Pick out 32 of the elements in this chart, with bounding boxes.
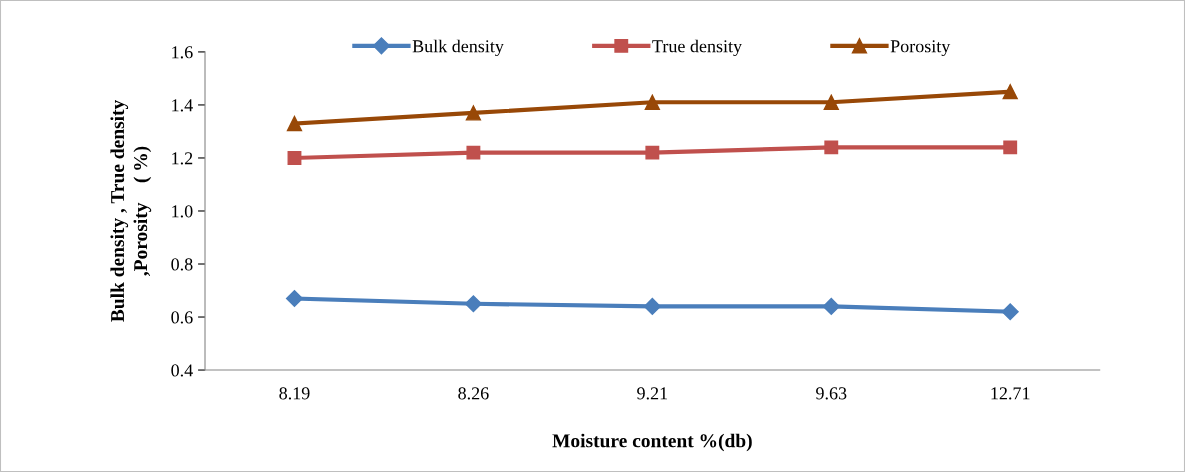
point xyxy=(286,115,303,132)
legend-label: Porosity xyxy=(890,40,951,57)
point xyxy=(823,94,839,110)
x-tick-label: 8.26 xyxy=(458,387,489,400)
y-tick-label: 1.6 xyxy=(172,46,193,59)
point xyxy=(643,297,661,315)
x-tick-label: 8.19 xyxy=(279,387,310,400)
y-tick-label: 1.2 xyxy=(172,152,193,165)
y-tick-label: 0.4 xyxy=(171,364,193,377)
point xyxy=(1003,140,1018,155)
point xyxy=(824,140,839,155)
y-tick-label: 0.8 xyxy=(171,258,193,271)
point xyxy=(644,94,660,110)
x-tick-label: 12.71 xyxy=(991,387,1030,400)
point xyxy=(1001,303,1019,321)
point xyxy=(285,289,304,308)
x-axis-title: Moisture content %(db) xyxy=(552,433,752,452)
y-tick-label: 0.6 xyxy=(171,311,193,324)
y-tick-label: 1.4 xyxy=(172,99,193,112)
y-axis-title: Bulk density , True density ,Porosity ( %) xyxy=(110,99,152,322)
x-tick-label: 9.21 xyxy=(637,387,668,400)
x-tick-label: 9.63 xyxy=(816,387,847,400)
legend-label: Bulk density xyxy=(412,39,504,57)
point xyxy=(645,145,660,160)
point xyxy=(287,151,302,165)
point xyxy=(1002,84,1018,100)
point xyxy=(822,297,840,315)
y-tick-label: 1.0 xyxy=(172,205,193,218)
point xyxy=(466,145,481,160)
point xyxy=(464,295,482,313)
point xyxy=(465,105,482,121)
legend-label: True density xyxy=(652,39,743,57)
